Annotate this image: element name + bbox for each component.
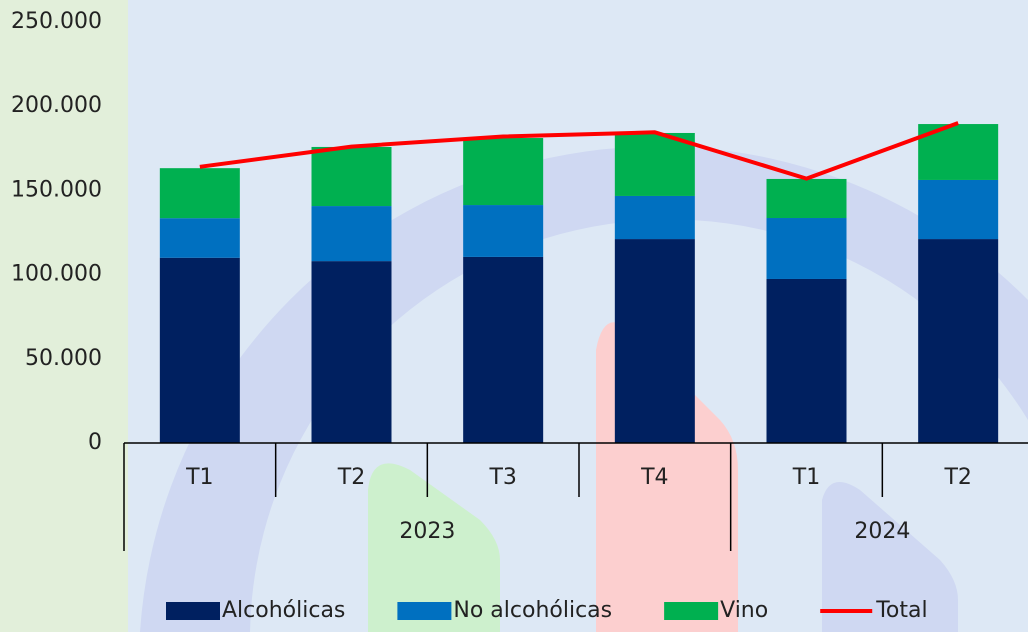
legend-swatch: [397, 602, 452, 620]
bar-segment: [614, 239, 695, 443]
bar-segment: [159, 218, 240, 258]
x-tick-label: T4: [640, 465, 668, 490]
x-tick-label: T3: [488, 465, 516, 490]
bar-segment: [614, 195, 695, 240]
side-strip: [0, 0, 128, 632]
y-tick-label: 200.000: [11, 93, 102, 118]
bar-segment: [159, 257, 240, 443]
bar-segment: [766, 218, 847, 279]
legend-label: Total: [875, 598, 927, 623]
bar-segment: [463, 256, 544, 443]
y-tick-label: 0: [88, 430, 102, 455]
x-tick-label: T2: [943, 465, 971, 490]
bar-segment: [766, 278, 847, 443]
bar-segment: [463, 138, 544, 206]
x-tick-label: T2: [337, 465, 365, 490]
bar-segment: [766, 178, 847, 219]
bar-segment: [311, 146, 392, 207]
decor-blue: [822, 482, 958, 632]
bar-segment: [463, 205, 544, 257]
legend-label: Alcohólicas: [222, 598, 345, 623]
total-line: [199, 121, 959, 181]
y-tick-label: 250.000: [11, 9, 102, 34]
legend-swatch: [166, 602, 220, 620]
legend-label: No alcohólicas: [453, 598, 612, 623]
legend-label: Vino: [720, 598, 768, 623]
y-tick-label: 50.000: [25, 346, 102, 371]
decor-green: [368, 463, 500, 632]
bar-segment: [311, 261, 392, 443]
bar-segment: [614, 132, 695, 196]
y-tick-label: 150.000: [11, 177, 102, 202]
x-tick-label: T1: [792, 465, 820, 490]
x-tick-label: T1: [185, 465, 213, 490]
group-label: 2024: [854, 519, 910, 544]
y-tick-label: 100.000: [11, 262, 102, 287]
bar-segment: [918, 179, 999, 240]
plot: 0 50.000 100.000 150.000 200.000 250.000 T1 T2 T…: [11, 9, 1028, 623]
bar-segment: [918, 239, 999, 443]
legend-swatch: [664, 602, 719, 620]
bar-segment: [159, 168, 240, 219]
bar-segment: [311, 206, 392, 262]
group-label: 2023: [399, 519, 455, 544]
